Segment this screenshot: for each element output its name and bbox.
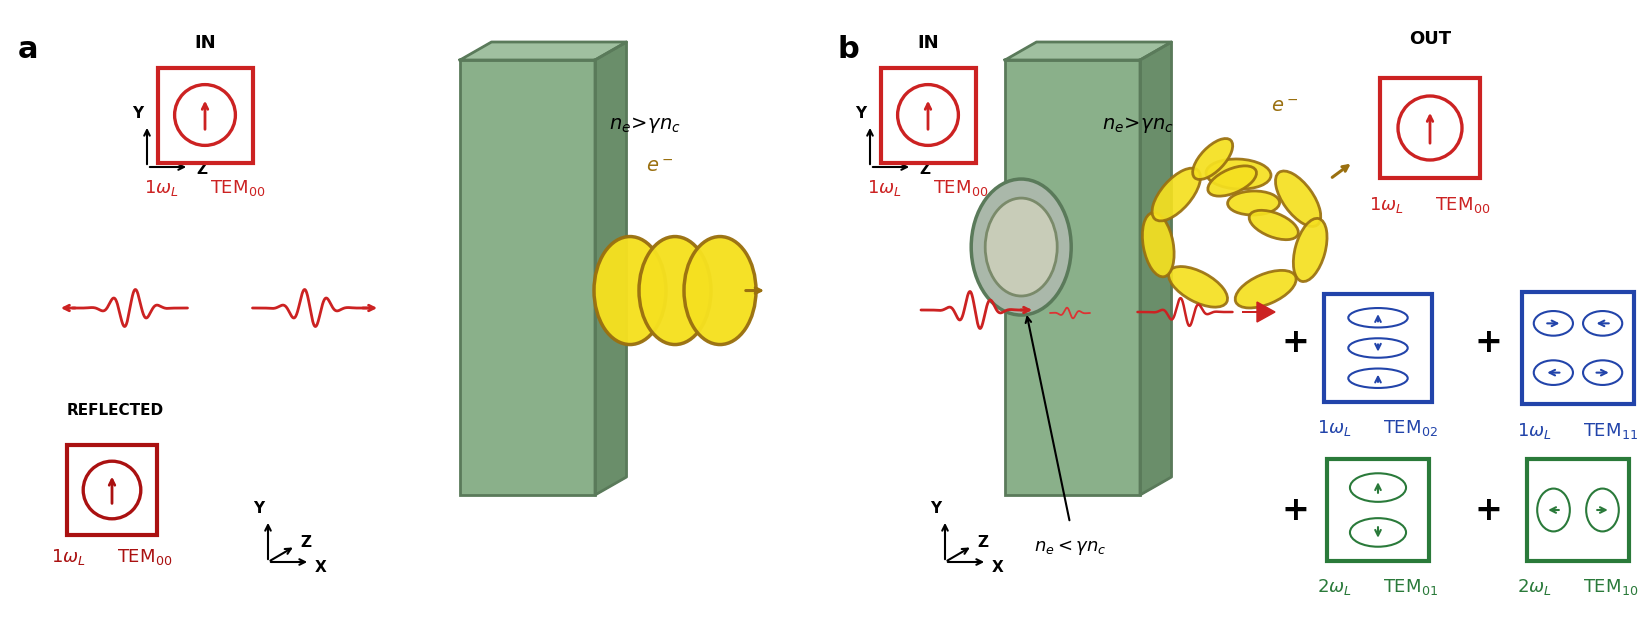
Ellipse shape — [1236, 270, 1297, 308]
Text: b: b — [838, 35, 860, 64]
Text: IN: IN — [195, 34, 216, 52]
Text: $\mathit{n_e<\gamma n_c}$: $\mathit{n_e<\gamma n_c}$ — [1033, 538, 1106, 557]
Text: $2\omega_L$: $2\omega_L$ — [1317, 577, 1351, 597]
Ellipse shape — [972, 179, 1071, 315]
Text: $1\omega_L$: $1\omega_L$ — [1317, 418, 1351, 438]
FancyArrow shape — [1242, 302, 1275, 322]
Text: +: + — [1473, 325, 1502, 359]
Ellipse shape — [1206, 159, 1270, 189]
Text: +: + — [1280, 493, 1308, 527]
Bar — [460, 60, 596, 495]
Ellipse shape — [594, 236, 667, 345]
Polygon shape — [1005, 42, 1172, 60]
Text: Z: Z — [196, 162, 206, 176]
Text: TEM$_{00}$: TEM$_{00}$ — [210, 178, 266, 198]
Bar — [157, 68, 252, 162]
Ellipse shape — [1168, 266, 1228, 307]
Ellipse shape — [1142, 213, 1175, 277]
Bar — [1526, 459, 1629, 561]
Text: $1\omega_L$: $1\omega_L$ — [868, 178, 903, 198]
Text: $\mathit{n_e\!>\!\gamma n_c}$: $\mathit{n_e\!>\!\gamma n_c}$ — [609, 115, 681, 135]
Text: Z: Z — [919, 162, 931, 176]
Polygon shape — [460, 42, 627, 60]
Text: $2\omega_L$: $2\omega_L$ — [1518, 577, 1553, 597]
Polygon shape — [596, 42, 627, 495]
Text: +: + — [1473, 493, 1502, 527]
Text: $1\omega_L$: $1\omega_L$ — [144, 178, 178, 198]
Ellipse shape — [685, 236, 756, 345]
Text: Z: Z — [300, 535, 312, 549]
Text: Y: Y — [254, 501, 264, 516]
Text: TEM$_{00}$: TEM$_{00}$ — [1436, 195, 1490, 215]
Text: TEM$_{00}$: TEM$_{00}$ — [932, 178, 988, 198]
Text: $\mathit{n_e\!>\!\gamma n_c}$: $\mathit{n_e\!>\!\gamma n_c}$ — [1102, 115, 1175, 135]
Bar — [1327, 459, 1429, 561]
Ellipse shape — [639, 236, 711, 345]
Bar — [1323, 294, 1432, 402]
Ellipse shape — [1152, 168, 1201, 221]
Text: OUT: OUT — [1409, 30, 1450, 48]
Text: TEM$_{11}$: TEM$_{11}$ — [1582, 421, 1638, 441]
Ellipse shape — [1193, 139, 1233, 179]
Text: $1\omega_L$: $1\omega_L$ — [51, 547, 86, 567]
Text: Y: Y — [931, 501, 942, 516]
Ellipse shape — [1275, 171, 1320, 226]
Bar — [881, 68, 975, 162]
Ellipse shape — [1208, 166, 1257, 196]
Ellipse shape — [1228, 191, 1280, 215]
Text: X: X — [315, 559, 327, 574]
Ellipse shape — [1294, 218, 1327, 282]
Polygon shape — [1140, 42, 1172, 495]
Bar — [1379, 78, 1480, 178]
Bar — [1521, 292, 1634, 404]
Text: IN: IN — [917, 34, 939, 52]
Text: TEM$_{10}$: TEM$_{10}$ — [1582, 577, 1638, 597]
Text: Z: Z — [977, 535, 988, 549]
Text: REFLECTED: REFLECTED — [68, 403, 163, 418]
Text: X: X — [992, 559, 1003, 574]
Ellipse shape — [985, 198, 1058, 296]
Bar — [1005, 60, 1140, 495]
Text: $1\omega_L$: $1\omega_L$ — [1370, 195, 1404, 215]
Text: TEM$_{01}$: TEM$_{01}$ — [1383, 577, 1437, 597]
Text: TEM$_{00}$: TEM$_{00}$ — [117, 547, 172, 567]
Bar — [68, 445, 157, 535]
Text: $\mathit{e^-}$: $\mathit{e^-}$ — [647, 157, 673, 176]
Text: a: a — [18, 35, 38, 64]
Ellipse shape — [1249, 210, 1299, 240]
Text: TEM$_{02}$: TEM$_{02}$ — [1383, 418, 1437, 438]
Text: Y: Y — [132, 106, 144, 121]
Text: $1\omega_L$: $1\omega_L$ — [1518, 421, 1553, 441]
Text: $\mathit{e^-}$: $\mathit{e^-}$ — [1270, 97, 1299, 116]
Text: +: + — [1280, 325, 1308, 359]
Text: Y: Y — [855, 106, 866, 121]
